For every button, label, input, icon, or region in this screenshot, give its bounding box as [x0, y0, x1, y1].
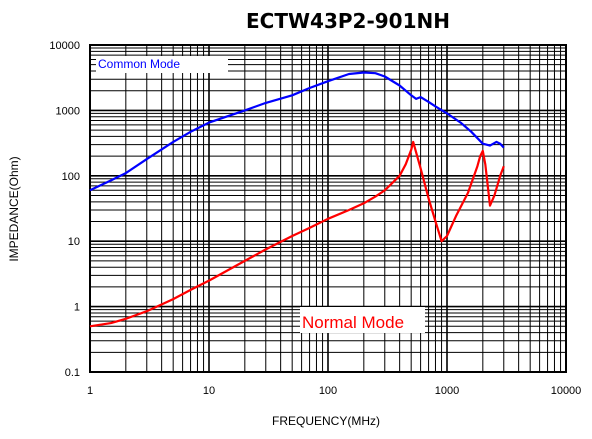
x-tick-label: 100	[319, 385, 337, 397]
y-tick-label: 100	[62, 171, 80, 183]
y-tick-label: 1000	[56, 105, 80, 117]
series-label-normal-mode: Normal Mode	[302, 313, 404, 332]
series-label-background	[96, 56, 228, 73]
x-tick-label: 1000	[435, 385, 459, 397]
series-label-background	[300, 307, 425, 333]
x-tick-label: 10000	[551, 385, 582, 397]
series-line-normal-mode	[89, 140, 505, 328]
plot-frame	[89, 44, 567, 373]
tick-labels: 1 10 100 1000 10000 10000 1000 100 10 1 0.1	[49, 40, 581, 397]
y-tick-label: 0.1	[65, 367, 80, 379]
y-tick-label: 10	[68, 236, 80, 248]
x-tick-label: 1	[87, 385, 93, 397]
x-tick-label: 10	[203, 385, 215, 397]
y-tick-label: 1	[74, 302, 80, 314]
series-labels: Common Mode Normal Mode	[96, 56, 425, 333]
chart-title: ECTW43P2-901NH	[246, 9, 450, 33]
y-tick-label: 10000	[49, 40, 80, 52]
y-axis-label: IMPEDANCE(Ohm)	[7, 156, 21, 261]
series-lines	[89, 71, 505, 328]
x-axis-label: FREQUENCY(MHz)	[272, 414, 380, 428]
series-line-common-mode	[89, 71, 505, 192]
series-label-common-mode: Common Mode	[98, 57, 180, 71]
